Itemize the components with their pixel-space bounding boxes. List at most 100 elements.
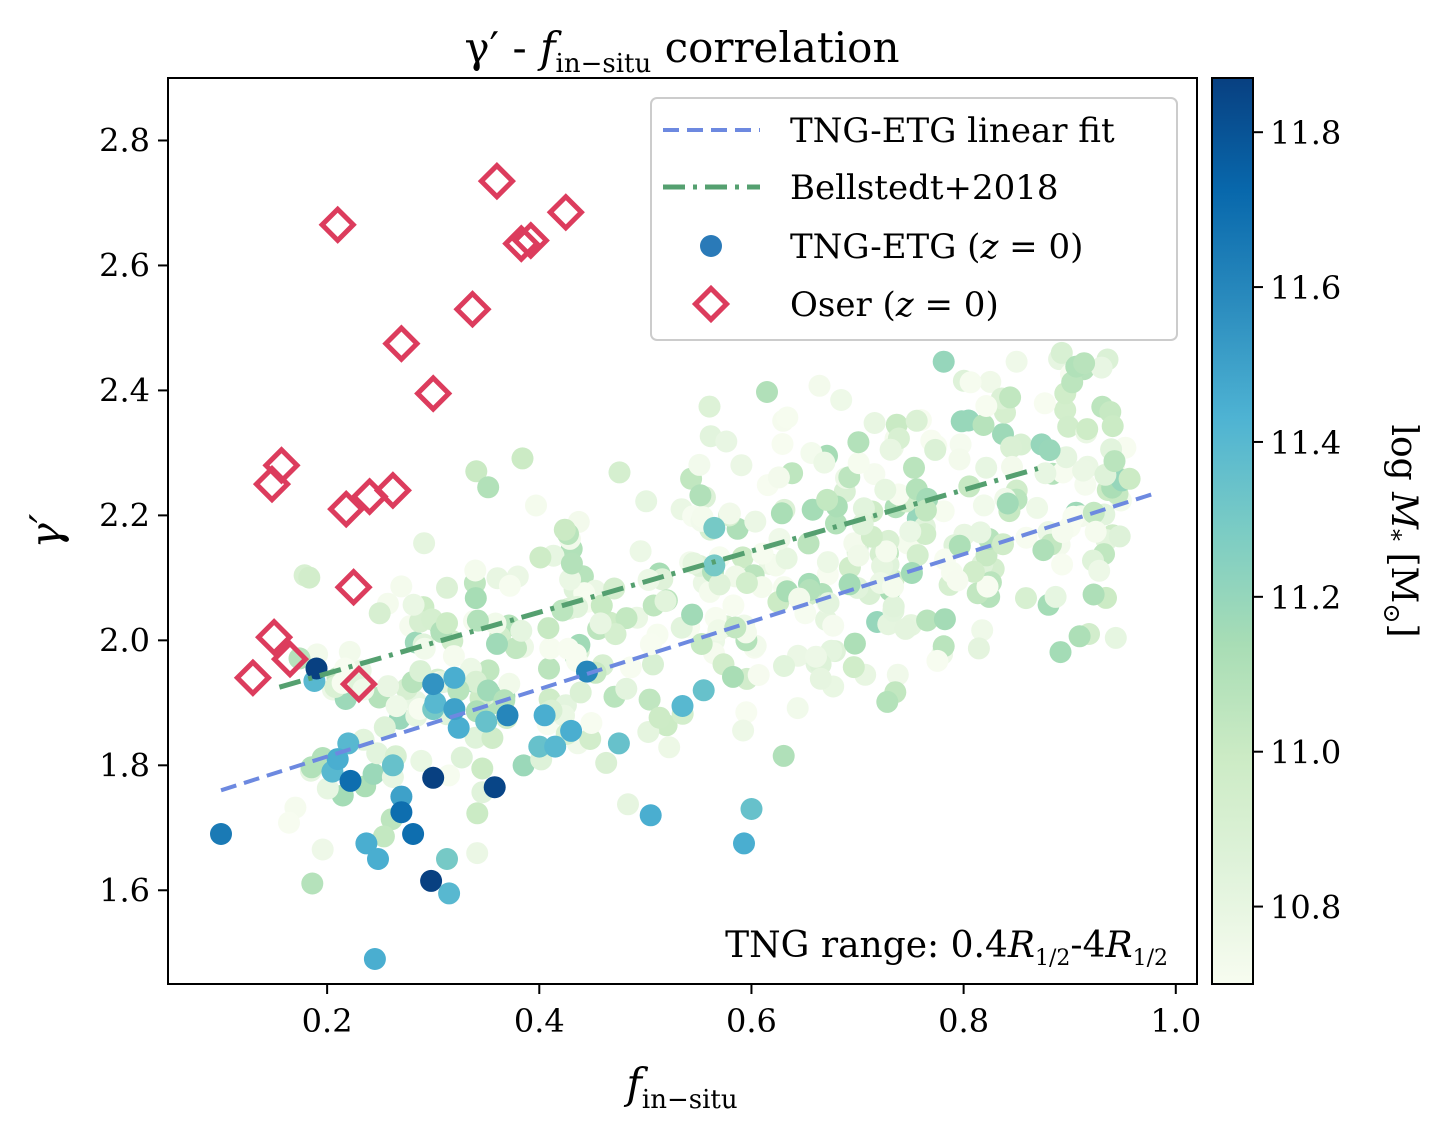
tng-range-annotation: TNG range: 0.4R1/2-4R1/2 <box>725 925 1168 971</box>
tng-point <box>436 848 458 870</box>
chart-title: γ′ - fin−situ correlation <box>464 23 899 79</box>
tng-point <box>671 695 694 717</box>
tng-point <box>900 562 923 584</box>
tng-point <box>617 793 639 816</box>
tng-point <box>1101 415 1124 438</box>
oser-point <box>546 193 585 232</box>
tng-point <box>629 540 652 563</box>
tng-point <box>436 576 458 599</box>
tng-point <box>747 664 770 686</box>
oser-point <box>453 290 492 329</box>
tng-point <box>381 754 404 777</box>
tng-point <box>639 804 662 827</box>
tng-point <box>692 679 715 702</box>
tng-point <box>648 706 671 729</box>
tng-point <box>477 679 499 702</box>
tng-point <box>1057 415 1080 438</box>
tng-point <box>466 842 489 865</box>
tng-point <box>735 701 758 724</box>
tng-point <box>875 540 898 563</box>
tng-point <box>373 716 396 739</box>
tng-point <box>311 838 334 861</box>
tng-point <box>813 451 836 474</box>
oser-point <box>373 471 412 510</box>
colorbar-tick-label: 10.8 <box>1270 889 1341 927</box>
tng-point <box>733 832 755 855</box>
tng-point <box>410 749 433 772</box>
tng-point <box>1082 583 1105 606</box>
colorbar-tick-label: 11.2 <box>1270 579 1341 617</box>
tng-point <box>703 516 726 539</box>
tng-point <box>971 619 994 642</box>
colorbar-tick-label: 11.6 <box>1270 269 1341 307</box>
tng-point <box>718 502 741 525</box>
tng-point <box>1049 641 1072 664</box>
tng-point <box>1033 392 1056 415</box>
tng-point <box>962 560 985 583</box>
tng-point <box>950 410 973 433</box>
tng-point <box>886 663 909 686</box>
tng-point <box>847 452 870 475</box>
tng-point <box>959 371 982 394</box>
tng-point <box>1088 559 1111 582</box>
tng-point <box>355 832 378 855</box>
tng-point <box>708 573 731 596</box>
tng-point <box>471 757 494 780</box>
tng-point <box>874 478 897 501</box>
oser-point <box>327 490 366 529</box>
tng-point <box>905 409 928 432</box>
oser-point <box>270 640 310 679</box>
tng-point <box>933 608 956 631</box>
tng-point <box>589 612 612 635</box>
tng-point <box>619 656 642 679</box>
tng-point <box>316 777 339 800</box>
tng-point <box>363 948 386 970</box>
tng-point <box>830 389 853 411</box>
tng-point <box>608 461 631 484</box>
tng-point <box>372 825 395 848</box>
tng-point <box>1068 625 1091 648</box>
legend-oser-marker <box>691 284 731 324</box>
tng-point <box>477 476 500 499</box>
tng-point <box>576 660 598 683</box>
tng-point <box>744 510 767 533</box>
tng-point <box>882 595 905 618</box>
tng-point <box>1054 399 1077 422</box>
tng-etg-linear-fit-line <box>220 491 1156 793</box>
y-tick-label: 2.2 <box>99 496 150 534</box>
tng-point <box>775 547 798 570</box>
y-tick-label: 1.8 <box>99 746 150 784</box>
tng-point <box>466 802 489 825</box>
legend-fit-line-label: TNG-ETG linear fit <box>790 111 1115 151</box>
tng-point <box>809 667 832 690</box>
tng-point <box>528 735 551 758</box>
bellstedt-2018-line <box>278 466 1039 690</box>
tng-point <box>1084 520 1107 543</box>
tng-point <box>436 612 458 635</box>
tng-point <box>483 776 506 799</box>
tng-point <box>772 744 795 767</box>
tng-point <box>773 655 795 677</box>
tng-point <box>926 649 949 672</box>
tng-point <box>916 609 939 632</box>
tng-point <box>539 637 562 660</box>
tng-point <box>590 594 613 617</box>
tng-point <box>972 494 995 517</box>
tng-point <box>337 732 360 755</box>
tng-point <box>390 801 413 824</box>
tng-etg-high-mass-points <box>210 516 763 970</box>
tng-point <box>863 412 886 434</box>
oser-point <box>382 324 421 363</box>
tng-point <box>808 374 831 397</box>
tng-point <box>390 575 413 598</box>
tng-point <box>767 466 790 489</box>
tng-point <box>642 653 664 676</box>
tng-point <box>438 882 461 905</box>
tng-point <box>511 447 534 470</box>
tng-point <box>377 675 400 698</box>
tng-point <box>842 656 865 679</box>
tng-point <box>1076 418 1099 441</box>
colorbar-tick-label: 11.8 <box>1270 114 1341 152</box>
colorbar: 10.8 11.0 11.2 11.4 11.6 11.8 log M* [M⊙] <box>1211 77 1424 985</box>
